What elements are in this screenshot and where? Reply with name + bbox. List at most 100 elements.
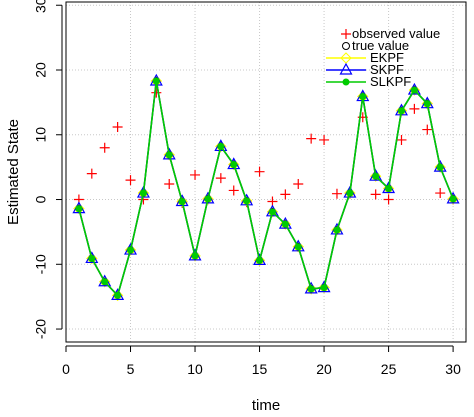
x-tick-label: 5 — [127, 361, 135, 377]
legend-entry-skpf: SKPF — [326, 62, 404, 77]
point-slkpf — [152, 77, 160, 85]
point-slkpf — [178, 197, 186, 205]
point-observed-value — [409, 103, 420, 114]
point-ekpf — [176, 195, 188, 208]
point-observed-value — [151, 87, 162, 98]
y-tick-label: -20 — [33, 319, 49, 339]
point-slkpf — [165, 151, 173, 159]
legend-marker — [339, 62, 353, 75]
point-ekpf — [369, 170, 382, 182]
point-observed-value — [383, 194, 394, 205]
point-ekpf — [331, 224, 343, 236]
point-slkpf — [359, 93, 367, 101]
point-slkpf — [333, 226, 341, 234]
point-slkpf — [139, 189, 147, 197]
point-observed-value — [99, 142, 110, 153]
point-slkpf — [423, 100, 431, 108]
point-slkpf — [75, 205, 83, 213]
point-observed-value — [164, 178, 175, 189]
point-slkpf — [268, 208, 276, 216]
legend-marker — [341, 29, 351, 39]
plot-frame — [65, 1, 467, 343]
point-slkpf — [281, 220, 289, 228]
legend-entry-observed-value: observed value — [341, 26, 440, 41]
point-slkpf — [217, 142, 225, 150]
point-ekpf — [99, 276, 111, 288]
series-line-slkpf — [78, 80, 454, 297]
y-tick-label: -10 — [33, 254, 49, 274]
point-slkpf — [385, 185, 393, 193]
point-ekpf — [253, 254, 266, 267]
point-ekpf — [240, 195, 253, 207]
grid — [65, 2, 466, 342]
point-ekpf — [382, 182, 395, 195]
point-slkpf — [101, 278, 109, 286]
point-ekpf — [344, 187, 356, 199]
x-tick-label: 15 — [252, 361, 268, 377]
series-slkpf — [75, 77, 457, 299]
legend-entry-true-value: true value — [342, 38, 409, 53]
point-ekpf — [421, 97, 433, 110]
x-tick-label: 10 — [187, 361, 203, 377]
point-slkpf — [230, 161, 238, 169]
point-observed-value — [228, 185, 239, 196]
point-observed-value — [319, 134, 330, 145]
point-observed-value — [396, 134, 407, 145]
point-slkpf — [307, 285, 315, 293]
x-tick-label: 30 — [445, 361, 461, 377]
point-slkpf — [294, 243, 302, 251]
point-observed-value — [86, 168, 97, 179]
point-ekpf — [111, 289, 124, 302]
legend-entry-slkpf: SLKPF — [326, 74, 411, 89]
point-slkpf — [114, 291, 122, 299]
point-ekpf — [305, 283, 317, 295]
x-axis-label: time — [252, 397, 280, 414]
point-observed-value — [190, 169, 201, 180]
x-tick-label: 25 — [381, 361, 397, 377]
point-observed-value — [280, 189, 291, 200]
point-ekpf — [73, 202, 85, 215]
y-tick-label: 20 — [33, 62, 49, 78]
y-tick-label: 30 — [33, 0, 49, 13]
y-axis-label: Estimated State — [5, 119, 22, 225]
point-observed-value — [435, 188, 446, 199]
legend-entry-ekpf: EKPF — [326, 50, 404, 65]
point-ekpf — [163, 149, 175, 161]
point-ekpf — [189, 250, 201, 262]
point-ekpf — [137, 187, 150, 199]
point-slkpf — [191, 252, 199, 260]
point-ekpf — [86, 252, 98, 265]
point-slkpf — [88, 254, 96, 262]
point-slkpf — [436, 163, 444, 171]
axes: 0 5 10 15 20 25 30 -20 -10 0 10 20 30 — [33, 0, 461, 377]
point-observed-value — [293, 178, 304, 189]
point-ekpf — [228, 158, 240, 171]
point-ekpf — [395, 105, 408, 117]
point-ekpf — [292, 241, 304, 253]
series-layer — [72, 73, 460, 302]
point-observed-value — [254, 166, 265, 177]
point-slkpf — [397, 107, 405, 115]
point-observed-value — [331, 188, 342, 199]
point-ekpf — [318, 281, 330, 294]
point-slkpf — [372, 172, 380, 180]
point-slkpf — [204, 195, 212, 203]
point-observed-value — [306, 133, 317, 144]
point-observed-value — [422, 124, 433, 135]
legend-marker — [342, 42, 350, 50]
x-tick-label: 0 — [62, 361, 70, 377]
point-ekpf — [279, 218, 292, 230]
point-ekpf — [215, 140, 227, 153]
legend-label: SLKPF — [370, 74, 411, 89]
point-slkpf — [320, 284, 328, 292]
point-slkpf — [127, 246, 135, 254]
x-tick-label: 20 — [316, 361, 332, 377]
point-slkpf — [256, 256, 264, 264]
point-observed-value — [215, 173, 226, 184]
point-ekpf — [266, 206, 279, 218]
point-ekpf — [447, 193, 459, 205]
point-observed-value — [125, 175, 136, 186]
legend-label: observed value — [352, 26, 440, 41]
